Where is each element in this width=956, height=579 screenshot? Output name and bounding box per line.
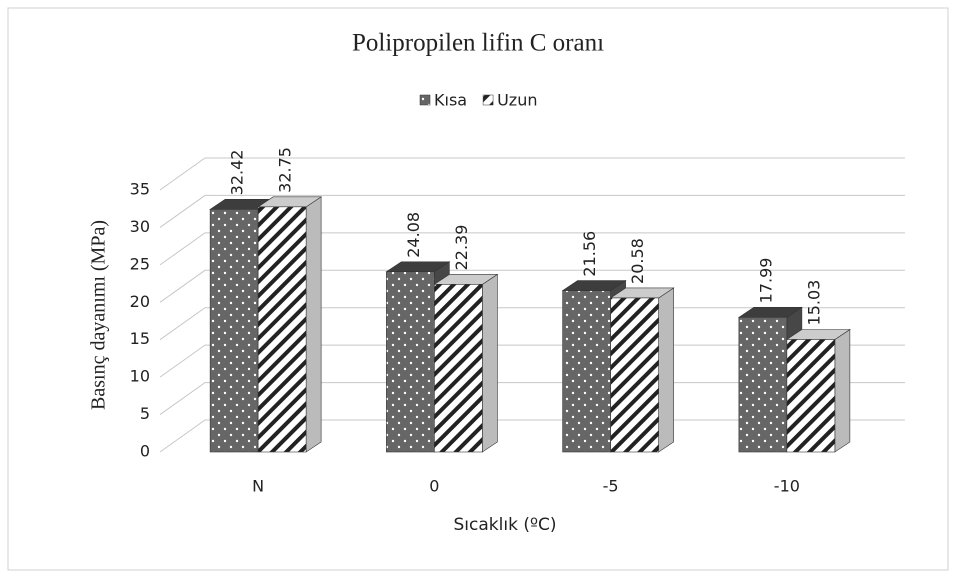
legend-swatch: [419, 94, 431, 106]
bar: [257, 206, 307, 453]
legend-label: Kısa: [434, 91, 467, 110]
data-label: 32.75: [276, 147, 295, 193]
data-label: 22.39: [452, 225, 471, 271]
y-tick-label: 20: [130, 292, 150, 311]
x-tick-label: -10: [774, 477, 800, 496]
data-label: 24.08: [404, 212, 423, 258]
bar: [786, 339, 836, 453]
y-tick-label: 30: [130, 217, 150, 236]
bar: [610, 297, 659, 453]
chart-title: Polipropilen lifin C oranı: [352, 30, 604, 57]
bar: [562, 290, 611, 453]
bar-side: [305, 196, 322, 453]
bar-side: [658, 287, 674, 453]
legend-label: Uzun: [497, 91, 537, 110]
x-tick-label: 0: [429, 477, 439, 496]
data-label: 32.42: [228, 150, 247, 196]
data-label: 20.58: [628, 238, 647, 284]
y-tick-label: 5: [140, 404, 150, 423]
grid-line: [159, 157, 905, 191]
grid-line: [159, 232, 905, 266]
bar: [434, 284, 483, 453]
y-tick-label: 35: [130, 180, 150, 199]
x-axis-label: Sıcaklık (ºC): [454, 515, 557, 535]
y-tick-label: 0: [140, 442, 150, 461]
y-tick-label: 15: [130, 329, 150, 348]
x-tick-label: N: [252, 477, 264, 496]
y-tick-label: 25: [130, 254, 150, 273]
data-label: 17.99: [756, 258, 775, 304]
x-tick-label: -5: [603, 477, 619, 496]
y-tick-label: 10: [130, 367, 150, 386]
grid-line: [159, 194, 905, 228]
bar-side: [834, 328, 851, 453]
legend-swatch: [482, 94, 494, 106]
data-label: 15.03: [804, 280, 823, 326]
data-label: 21.56: [580, 231, 599, 277]
y-axis-label: Basınç dayanımı (MPa): [88, 220, 110, 410]
grid-line: [159, 269, 905, 303]
bar: [738, 317, 788, 453]
bar-side: [482, 273, 498, 453]
bar: [386, 271, 435, 453]
bar: [209, 209, 259, 453]
